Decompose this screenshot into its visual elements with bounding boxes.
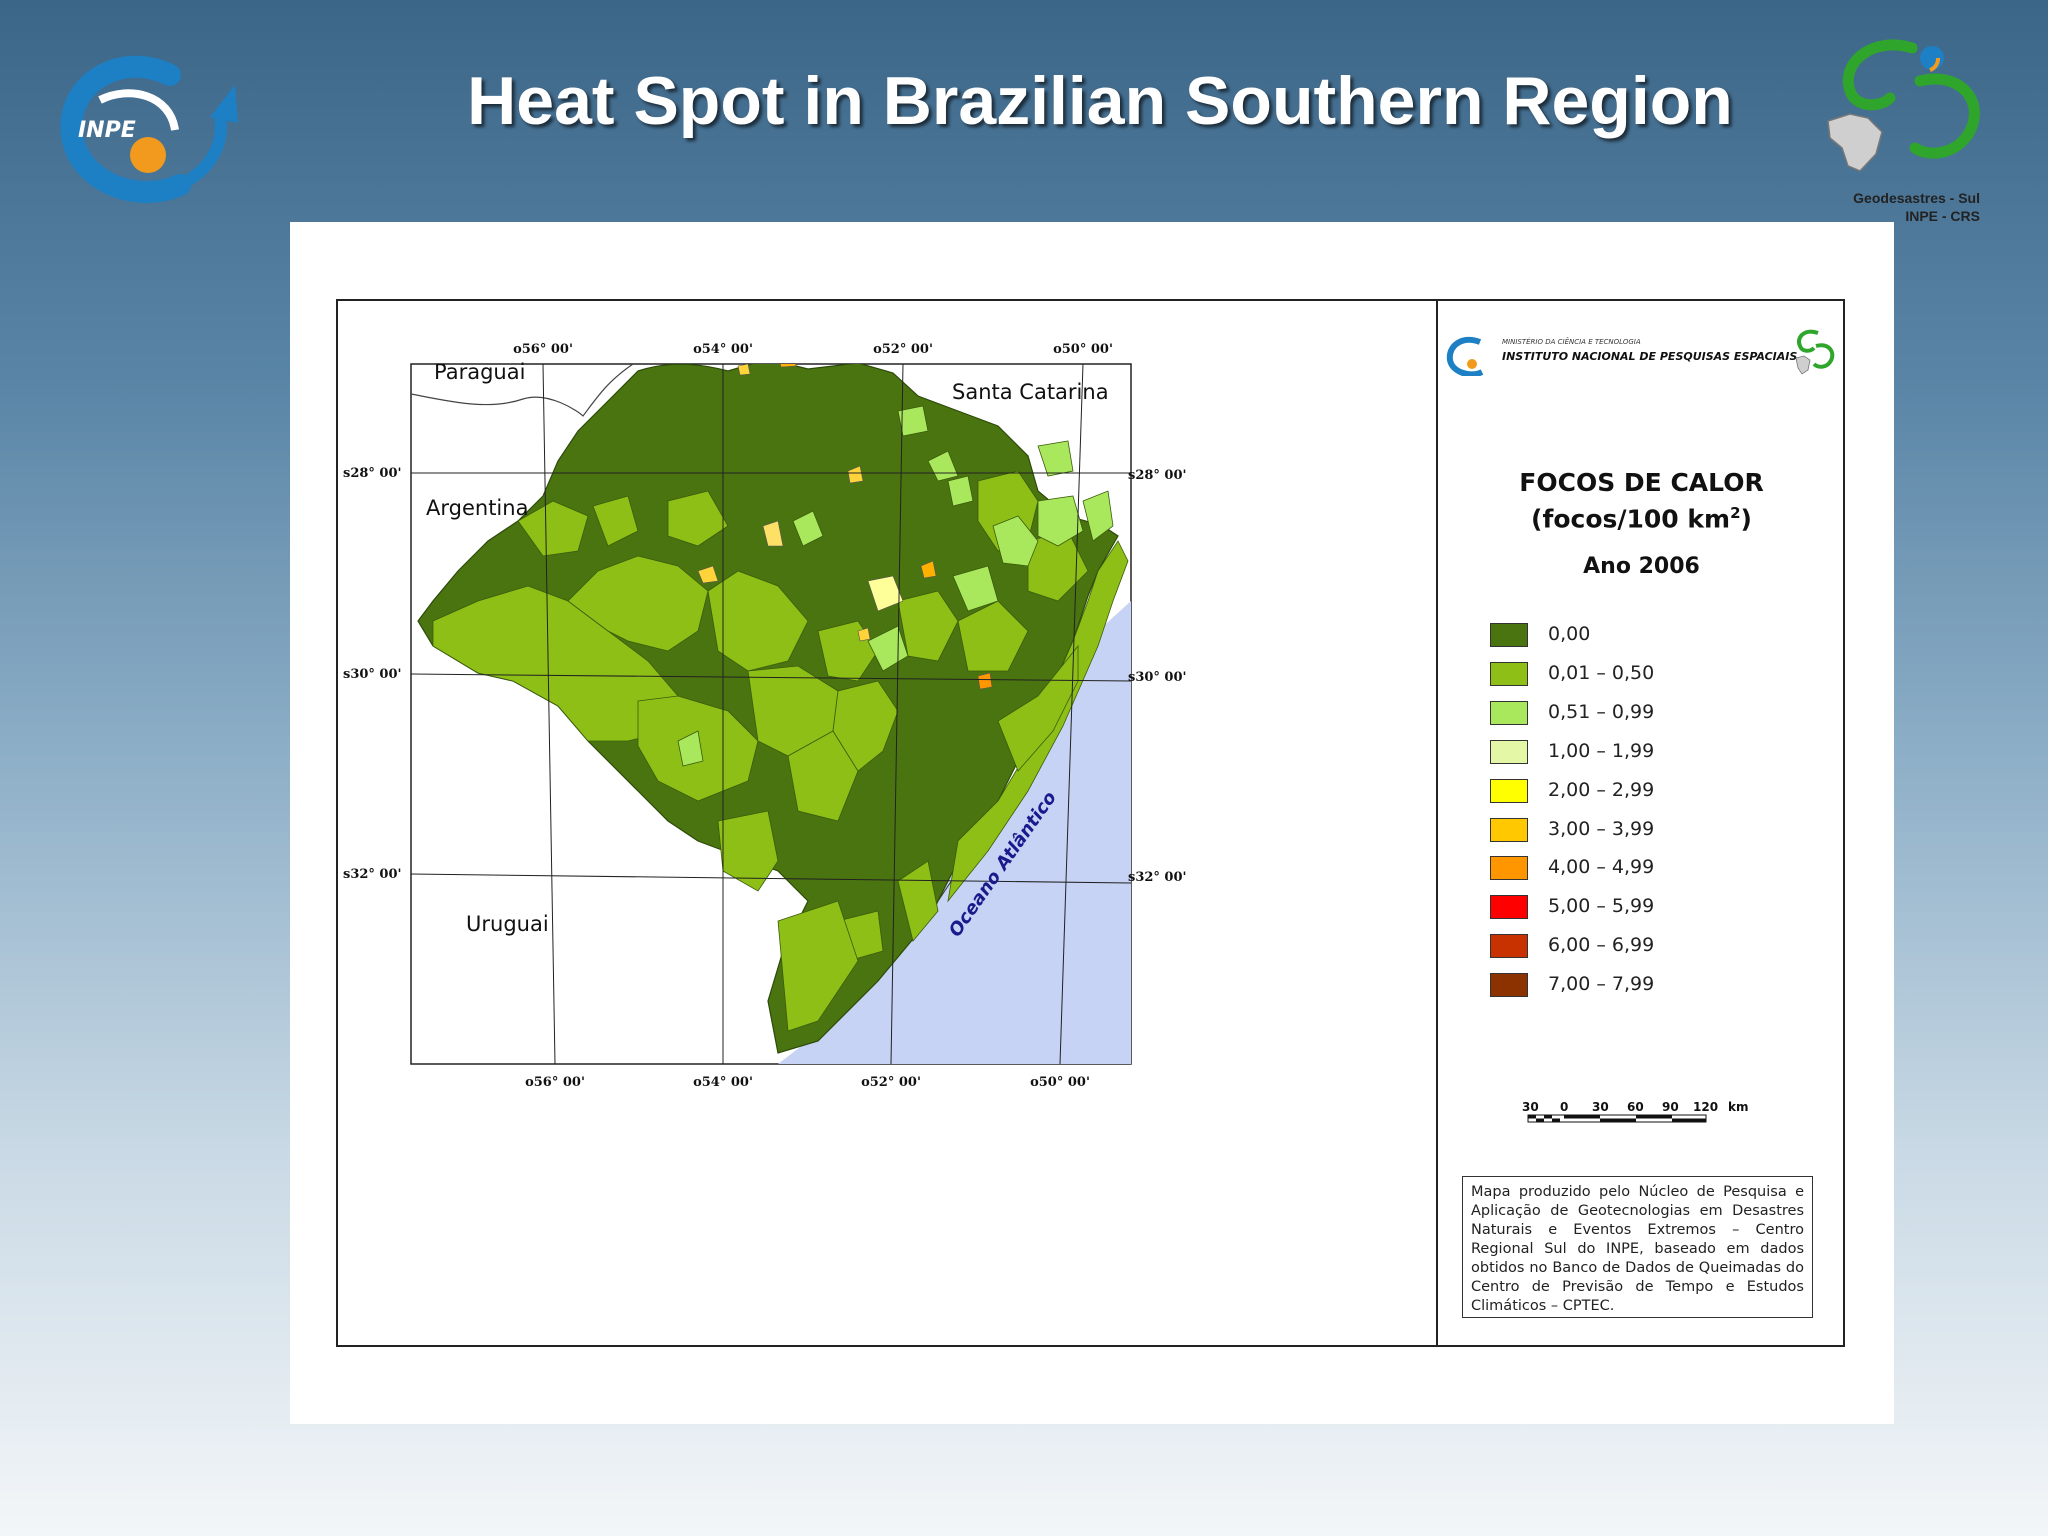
- grat-top-3: o52° 00': [873, 342, 933, 357]
- legend-swatch: [1490, 934, 1528, 959]
- map-frame: o56° 00' o54° 00' o52° 00' o50° 00' o56°…: [336, 299, 1845, 1347]
- grat-bottom-2: o54° 00': [693, 1075, 753, 1090]
- legend-swatch: [1490, 856, 1528, 881]
- scale-tick-4: 90: [1662, 1100, 1679, 1114]
- gs-small-icon: [1795, 329, 1835, 375]
- geodesastres-caption-2: INPE - CRS: [1905, 208, 1980, 224]
- legend-swatch: [1490, 778, 1528, 803]
- map-canvas: o56° 00' o54° 00' o52° 00' o50° 00' o56°…: [343, 342, 1187, 1090]
- grat-bottom-3: o52° 00': [861, 1075, 921, 1090]
- legend-swatch: [1490, 700, 1528, 725]
- legend-swatch: [1490, 623, 1528, 647]
- scale-tick-1: 0: [1560, 1100, 1568, 1114]
- inpe-logo: INPE: [60, 55, 240, 205]
- grat-bottom-1: o56° 00': [525, 1075, 585, 1090]
- scale-tick-0: 30: [1522, 1100, 1539, 1114]
- grat-right-2: s30° 00': [1128, 670, 1187, 685]
- legend-panel: MINISTÉRIO DA CIÊNCIA E TECNOLOGIA INSTI…: [1436, 301, 1845, 1345]
- legend-label: 7,00 – 7,99: [1548, 973, 1655, 996]
- institute-name: INSTITUTO NACIONAL DE PESQUISAS ESPACIAI…: [1502, 350, 1798, 363]
- legend-label: 3,00 – 3,99: [1548, 817, 1655, 840]
- label-paraguai: Paraguai: [434, 360, 525, 384]
- legend-unit-prefix: (focos/100 km: [1531, 504, 1731, 534]
- legend-unit-sup: 2: [1730, 504, 1741, 522]
- legend-title: FOCOS DE CALOR (focos/100 km2): [1438, 467, 1845, 534]
- legend-label: 2,00 – 2,99: [1548, 778, 1655, 801]
- legend-swatch: [1490, 895, 1528, 920]
- ministry-text: MINISTÉRIO DA CIÊNCIA E TECNOLOGIA: [1502, 338, 1641, 346]
- legend-unit-suffix: ): [1740, 504, 1752, 534]
- scale-bar: 30 0 30 60 90 120 km: [1522, 1099, 1762, 1139]
- grat-left-3: s32° 00': [343, 867, 402, 882]
- grat-left-2: s30° 00': [343, 667, 402, 682]
- scale-unit: km: [1728, 1100, 1748, 1114]
- label-argentina: Argentina: [426, 496, 528, 520]
- legend-label: 5,00 – 5,99: [1548, 895, 1655, 918]
- graticule: [411, 364, 1131, 1064]
- scale-bar-graphic: 30 0 30 60 90 120 km: [1522, 1100, 1748, 1123]
- grat-top-2: o54° 00': [693, 342, 753, 357]
- institute-header: MINISTÉRIO DA CIÊNCIA E TECNOLOGIA INSTI…: [1446, 329, 1836, 396]
- grat-left-1: s28° 00': [343, 466, 402, 481]
- grat-top-1: o56° 00': [513, 342, 573, 357]
- geodesastres-logo-graphic: [1827, 39, 1980, 172]
- inpe-logo-graphic: INPE: [60, 55, 238, 203]
- label-uruguai: Uruguai: [466, 912, 549, 936]
- legend-swatch: [1490, 661, 1528, 686]
- legend-label: 1,00 – 1,99: [1548, 739, 1655, 762]
- legend-swatch: [1490, 973, 1528, 998]
- legend-title-line2: (focos/100 km2): [1438, 498, 1845, 534]
- inpe-small-icon: [1446, 336, 1484, 376]
- map-card: o56° 00' o54° 00' o52° 00' o50° 00' o56°…: [290, 222, 1894, 1424]
- geodesastres-caption-1: Geodesastres - Sul: [1853, 190, 1980, 206]
- legend-label: 0,01 – 0,50: [1548, 661, 1655, 684]
- legend-swatch: [1490, 817, 1528, 842]
- grat-bottom-4: o50° 00': [1030, 1075, 1090, 1090]
- legend-label: 0,51 – 0,99: [1548, 700, 1655, 723]
- legend-label: 4,00 – 4,99: [1548, 856, 1655, 879]
- scale-tick-5: 120: [1693, 1100, 1718, 1114]
- grat-right-3: s32° 00': [1128, 870, 1187, 885]
- label-santa-catarina: Santa Catarina: [952, 380, 1109, 404]
- scale-tick-3: 60: [1627, 1100, 1644, 1114]
- credit-box: Mapa produzido pelo Núcleo de Pesquisa e…: [1462, 1176, 1813, 1318]
- atlantic-ocean: [778, 601, 1131, 1064]
- legend-year: Ano 2006: [1583, 554, 1700, 579]
- legend-label: 6,00 – 6,99: [1548, 934, 1655, 957]
- grat-top-4: o50° 00': [1053, 342, 1113, 357]
- legend-swatch: [1490, 739, 1528, 764]
- legend-title-line1: FOCOS DE CALOR: [1519, 468, 1764, 497]
- scale-tick-2: 30: [1592, 1100, 1609, 1114]
- paraguai-border: [411, 364, 634, 417]
- inpe-logo-text: INPE: [78, 118, 136, 143]
- geodesastres-logo: Geodesastres - Sul INPE - CRS: [1820, 36, 2000, 226]
- legend-label: 0,00: [1548, 623, 1591, 645]
- grat-right-1: s28° 00': [1128, 468, 1187, 483]
- slide-title: Heat Spot in Brazilian Southern Region: [467, 63, 1733, 139]
